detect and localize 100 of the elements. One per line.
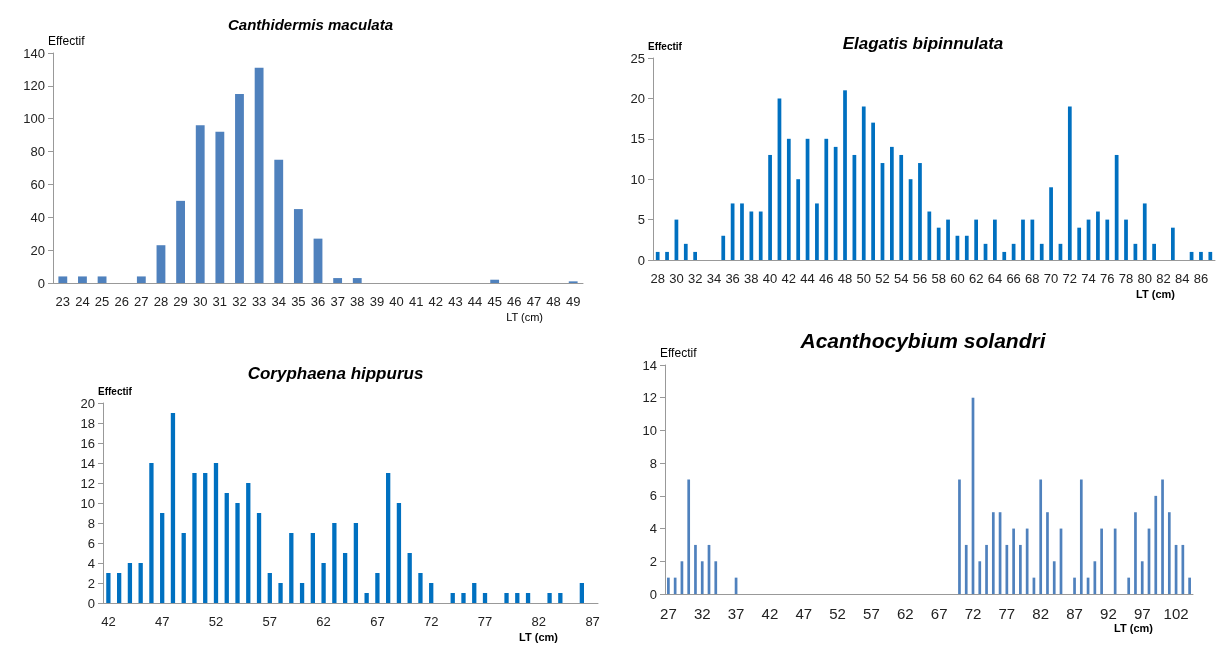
x-tick-label: 38 xyxy=(350,294,365,309)
x-tick-label: 67 xyxy=(930,605,948,622)
x-tick-label: 43 xyxy=(448,294,463,309)
bar xyxy=(149,463,154,603)
x-tick-label: 52 xyxy=(208,614,224,629)
bar xyxy=(310,533,315,603)
x-tick-label: 84 xyxy=(1174,271,1190,286)
x-tick-label: 32 xyxy=(232,294,247,309)
x-tick-label: 87 xyxy=(585,614,600,629)
x-tick-label: 38 xyxy=(744,271,759,286)
bar xyxy=(333,278,343,283)
bar xyxy=(843,90,847,260)
bar xyxy=(176,200,186,283)
x-tick-label: 62 xyxy=(316,614,331,629)
bar xyxy=(667,577,670,594)
bar xyxy=(749,211,754,260)
x-tick-label: 82 xyxy=(1032,605,1050,622)
bar xyxy=(364,593,369,603)
bar xyxy=(78,276,87,283)
x-tick-label: 44 xyxy=(800,271,815,286)
bar xyxy=(918,163,922,260)
bar xyxy=(1152,243,1156,260)
x-tick-label: 92 xyxy=(1100,605,1117,622)
bar xyxy=(673,577,677,594)
x-tick-label: 40 xyxy=(389,294,404,309)
bar xyxy=(203,473,208,603)
y-tick-label: 20 xyxy=(30,242,45,258)
x-tick-label: 32 xyxy=(693,605,711,622)
x-tick-label: 78 xyxy=(1118,271,1134,286)
bar xyxy=(213,463,219,603)
bar xyxy=(714,561,718,594)
bar xyxy=(138,563,143,603)
bar xyxy=(267,573,272,603)
bar xyxy=(1005,544,1009,594)
bar xyxy=(254,67,264,283)
bar xyxy=(116,573,122,603)
x-tick-label: 64 xyxy=(987,271,1003,286)
bar xyxy=(396,503,402,603)
bar xyxy=(313,238,323,283)
bar xyxy=(899,154,904,260)
bar xyxy=(579,583,585,603)
bar xyxy=(758,211,763,260)
bar xyxy=(655,251,660,260)
bar xyxy=(192,473,197,603)
x-tick-label: 23 xyxy=(55,294,71,309)
y-tick-label: 25 xyxy=(630,50,645,66)
x-tick-label: 34 xyxy=(271,294,286,309)
bar xyxy=(721,235,726,260)
x-tick-label: 45 xyxy=(487,294,502,309)
bar xyxy=(936,227,941,260)
y-tick-label: 10 xyxy=(630,171,645,187)
bar xyxy=(1188,577,1191,594)
x-tick-label: 34 xyxy=(706,271,722,286)
bar xyxy=(1067,106,1072,260)
x-tick-label: 48 xyxy=(546,294,561,309)
bar xyxy=(974,219,979,260)
x-tick-label: 27 xyxy=(134,294,149,309)
x-tick-label: 37 xyxy=(330,294,345,309)
bar xyxy=(407,553,412,603)
x-tick-label: 24 xyxy=(75,294,90,309)
bar xyxy=(156,245,166,283)
x-axis-title: LT (cm) xyxy=(506,310,543,323)
y-tick-label: 0 xyxy=(649,586,657,602)
bar xyxy=(289,533,294,603)
bar xyxy=(683,243,688,260)
bar xyxy=(993,219,997,260)
bar xyxy=(964,235,969,260)
bar xyxy=(386,473,391,603)
x-tick-label: 32 xyxy=(687,271,703,286)
bar xyxy=(429,583,434,603)
y-tick-label: 4 xyxy=(649,521,657,537)
bar xyxy=(796,179,801,260)
bar xyxy=(375,573,380,603)
bar xyxy=(1077,227,1082,260)
bar xyxy=(181,533,186,603)
bar xyxy=(97,276,107,283)
bar xyxy=(1142,203,1147,260)
bar xyxy=(740,203,744,260)
chart-title: Elagatis bipinnulata xyxy=(842,34,1004,53)
bar xyxy=(235,503,240,603)
y-tick-label: 6 xyxy=(87,535,95,551)
bar xyxy=(889,146,894,260)
x-tick-label: 42 xyxy=(428,294,444,309)
x-tick-label: 28 xyxy=(650,271,665,286)
bar xyxy=(472,583,477,603)
bar xyxy=(1113,528,1117,594)
bar xyxy=(1046,512,1049,594)
bar xyxy=(170,413,176,603)
bar xyxy=(1140,561,1144,594)
x-axis-title: LT (cm) xyxy=(519,630,559,643)
bar xyxy=(991,512,995,594)
bar xyxy=(342,553,348,603)
bar xyxy=(547,593,552,603)
x-tick-label: 56 xyxy=(912,271,928,286)
y-tick-label: 60 xyxy=(30,176,45,192)
y-tick-label: 12 xyxy=(642,390,657,406)
x-tick-label: 35 xyxy=(291,294,306,309)
bar xyxy=(515,593,520,603)
x-tick-label: 49 xyxy=(565,294,581,309)
y-tick-label: 20 xyxy=(80,395,95,411)
